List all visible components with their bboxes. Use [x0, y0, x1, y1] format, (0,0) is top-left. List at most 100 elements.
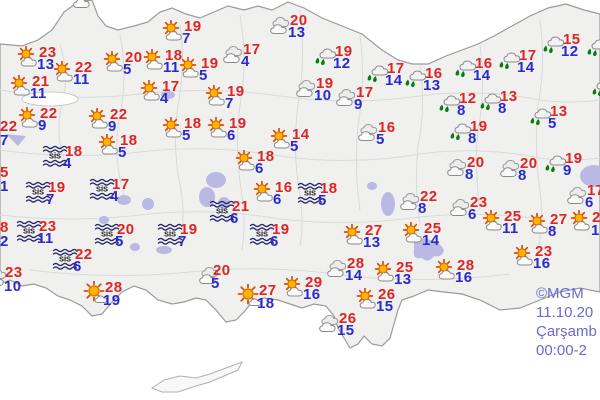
high-temperature: 17: [387, 60, 405, 77]
high-temperature: 25: [504, 208, 522, 225]
high-temperature: 25: [396, 259, 414, 276]
attribution-time-range: 00:00-2: [536, 342, 587, 359]
high-temperature: 22: [75, 59, 93, 76]
low-temperature: 2: [0, 233, 9, 250]
low-temperature: 12: [333, 55, 351, 72]
high-temperature: 2: [592, 209, 600, 226]
high-temperature: 20: [467, 154, 485, 171]
low-temperature: 14: [517, 59, 535, 76]
high-temperature: 27: [259, 282, 277, 299]
low-temperature: 16: [533, 255, 551, 272]
low-temperature: 13: [363, 234, 381, 251]
low-temperature: 10: [4, 278, 22, 295]
marmara-sea: [21, 91, 79, 107]
low-temperature: 9: [563, 162, 572, 179]
low-temperature: 19: [103, 292, 121, 309]
high-temperature: 13: [550, 103, 568, 120]
low-temperature: 5: [376, 131, 385, 148]
low-temperature: 14: [422, 232, 440, 249]
high-temperature: 19: [229, 115, 247, 132]
low-temperature: 9: [354, 96, 363, 113]
low-temperature: 5: [199, 67, 208, 84]
low-temperature: 6: [230, 210, 239, 227]
low-temperature: 4: [110, 188, 119, 205]
low-temperature: 16: [303, 286, 321, 303]
high-temperature: 20: [125, 49, 143, 66]
low-temperature: 13: [394, 271, 412, 288]
low-temperature: 5: [290, 138, 299, 155]
high-temperature: 22: [75, 246, 93, 263]
high-temperature: 19: [335, 43, 353, 60]
high-temperature: 27: [365, 222, 383, 239]
low-temperature: 11: [37, 230, 54, 247]
high-temperature: 28: [347, 255, 365, 272]
cloud-icon: [70, 0, 96, 10]
high-temperature: 17: [519, 47, 537, 64]
low-temperature: 1: [0, 178, 9, 195]
high-temperature: 17: [356, 84, 374, 101]
high-temperature: 19: [201, 55, 219, 72]
rain-icon: [589, 76, 600, 98]
high-temperature: 23: [39, 218, 57, 235]
low-temperature: 6: [468, 206, 477, 223]
lakes: [6, 91, 600, 261]
low-temperature: 13: [288, 24, 306, 41]
low-temperature: 6: [273, 191, 282, 208]
low-temperature: 14: [345, 267, 363, 284]
high-temperature: 16: [378, 119, 396, 136]
low-temperature: 5: [318, 192, 327, 209]
low-temperature: 5: [211, 275, 220, 292]
high-temperature: 28: [105, 279, 123, 296]
high-temperature: 21: [32, 73, 50, 90]
low-temperature: 5: [118, 144, 127, 161]
high-temperature: 20: [290, 12, 308, 29]
high-temperature: 22: [420, 188, 438, 205]
low-temperature: 8: [498, 100, 507, 117]
low-temperature: 8: [468, 130, 477, 147]
high-temperature: 16: [275, 179, 293, 196]
attribution-weekday: Çarşamb: [536, 323, 597, 340]
high-temperature: 19: [470, 118, 488, 135]
high-temperature: 17: [587, 182, 600, 199]
high-temperature: 17: [243, 41, 261, 58]
low-temperature: 14: [473, 67, 491, 84]
high-temperature: 26: [339, 310, 357, 327]
low-temperature: 9: [38, 117, 47, 134]
high-temperature: 19: [272, 221, 290, 238]
high-temperature: 22: [0, 118, 18, 135]
high-temperature: 12: [459, 90, 477, 107]
low-temperature: 5: [182, 127, 191, 144]
low-temperature: 8: [418, 200, 427, 217]
low-temperature: 18: [257, 295, 275, 312]
high-temperature: 19: [227, 83, 245, 100]
high-temperature: 18: [257, 148, 275, 165]
low-temperature: 11: [502, 220, 519, 237]
high-temperature: 22: [40, 105, 58, 122]
high-temperature: 25: [424, 220, 442, 237]
high-temperature: 16: [475, 55, 493, 72]
high-temperature: 23: [5, 264, 23, 281]
high-temperature: 20: [520, 155, 538, 172]
attribution-date: 11.10.20: [536, 304, 594, 321]
high-temperature: 26: [378, 286, 396, 303]
high-temperature: 18: [320, 180, 338, 197]
high-temperature: 18: [165, 47, 183, 64]
low-temperature: 13: [423, 77, 441, 94]
high-temperature: 23: [535, 243, 553, 260]
low-temperature: 11: [73, 71, 90, 88]
low-temperature: 5: [115, 233, 124, 250]
high-temperature: 8: [0, 219, 9, 236]
low-temperature: 11: [163, 59, 180, 76]
high-temperature: 20: [213, 262, 231, 279]
high-temperature: 18: [120, 132, 138, 149]
high-temperature: 17: [112, 176, 130, 193]
low-temperature: 12: [561, 43, 579, 60]
low-temperature: 16: [455, 269, 473, 286]
high-temperature: 22: [110, 106, 128, 123]
rain-icon: [584, 36, 600, 58]
high-temperature: 29: [305, 274, 323, 291]
low-temperature: 11: [30, 85, 47, 102]
low-temperature: 8: [465, 166, 474, 183]
low-temperature: 13: [37, 56, 55, 73]
